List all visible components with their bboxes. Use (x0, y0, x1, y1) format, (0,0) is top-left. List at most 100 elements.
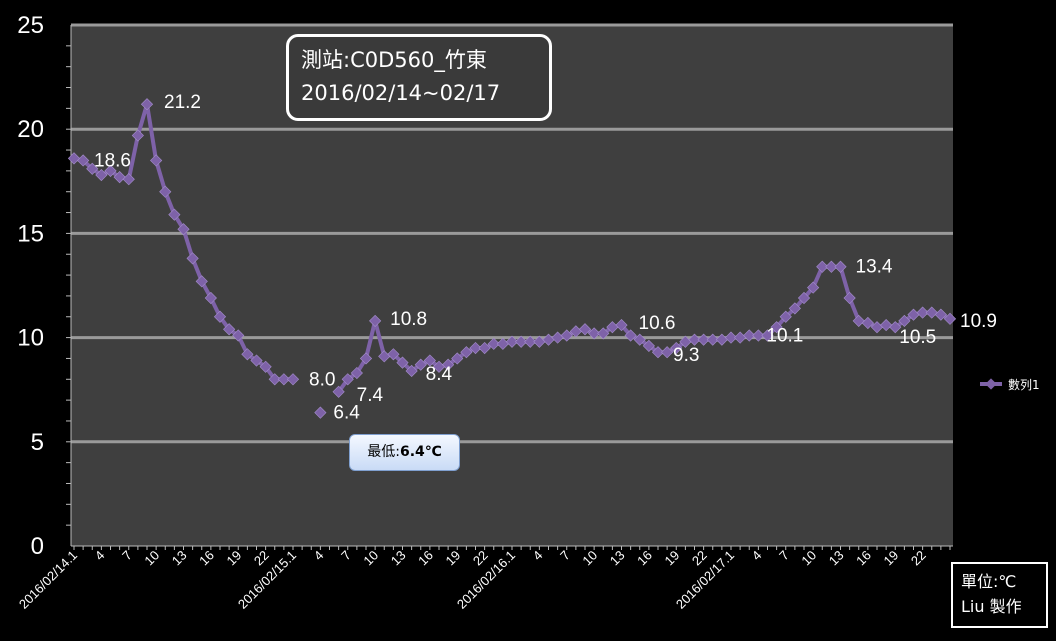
data-point (213, 310, 227, 323)
data-label: 10.5 (899, 327, 936, 348)
data-point (816, 260, 829, 273)
legend-marker-swatch (985, 378, 997, 390)
data-point (241, 348, 254, 361)
station-info-box: 測站:C0D560_竹東 2016/02/14~02/17 (286, 34, 552, 121)
x-tick-label: 22 (908, 548, 929, 569)
data-label: 18.6 (94, 150, 131, 171)
data-point (670, 341, 683, 355)
x-tick-label: 22 (470, 548, 491, 569)
data-point (496, 337, 509, 350)
y-tick-label: 25 (17, 12, 44, 39)
data-point (469, 341, 482, 355)
data-label: 7.4 (357, 385, 384, 406)
x-tick-label: 7 (338, 548, 354, 564)
data-point (907, 308, 920, 321)
x-tick-label: 10 (579, 548, 600, 569)
y-tick-label: 0 (31, 533, 44, 560)
data-point (624, 329, 637, 342)
legend-label: 數列1 (1008, 378, 1040, 392)
data-point (168, 208, 181, 221)
y-tick-label: 15 (17, 220, 44, 247)
data-point (423, 354, 436, 367)
data-point (195, 275, 208, 288)
data-label: 8.4 (426, 364, 453, 385)
data-point (925, 306, 938, 319)
x-tick-label: 4 (311, 548, 327, 564)
data-point (314, 406, 327, 419)
data-label: 8.0 (309, 369, 335, 390)
data-point (223, 323, 236, 336)
data-point (113, 171, 126, 184)
data-point (259, 360, 272, 373)
data-point (761, 329, 774, 342)
x-tick-label: 16 (196, 548, 217, 569)
data-point (797, 291, 811, 305)
data-point (396, 356, 409, 369)
data-point (442, 358, 455, 371)
data-point (752, 329, 765, 342)
data-point (387, 348, 400, 361)
series-temperature (67, 98, 957, 419)
data-point (651, 346, 665, 359)
date-range: 2016/02/14~02/17 (301, 81, 501, 105)
data-point (332, 385, 345, 398)
data-point (642, 339, 655, 353)
data-point (770, 321, 783, 334)
data-point (633, 333, 646, 346)
min-callout-prefix: 最低: (367, 444, 400, 460)
x-tick-label: 7 (119, 548, 135, 564)
data-point (378, 350, 391, 363)
y-tick-label: 5 (31, 429, 44, 456)
x-tick-label: 7 (557, 548, 573, 564)
data-point (414, 358, 427, 371)
data-point (743, 329, 756, 342)
data-point (268, 373, 281, 386)
data-point (688, 333, 701, 346)
data-point (67, 152, 81, 165)
legend: 數列1 (980, 378, 1040, 392)
x-tick-label: 4 (92, 548, 108, 564)
data-point (779, 310, 792, 323)
data-point (834, 260, 847, 273)
data-point (150, 154, 163, 167)
data-label: 21.2 (164, 92, 201, 113)
x-tick-label: 16 (634, 548, 655, 569)
data-point (880, 319, 893, 332)
data-point (487, 337, 500, 350)
data-labels: 18.6 21.2 8.0 6.47.4 10.8 8.4 10.6 9.3 10.1 13.4 1… (94, 92, 997, 423)
x-tick-label: 10 (141, 548, 162, 569)
data-point (286, 373, 300, 386)
data-label: 10.1 (766, 326, 803, 347)
data-point (934, 308, 947, 321)
data-point (889, 321, 902, 334)
data-point (697, 333, 710, 346)
data-point (177, 223, 190, 236)
data-label: 10.9 (960, 311, 997, 332)
data-point (852, 314, 865, 328)
data-point (122, 173, 135, 186)
data-point (898, 314, 911, 328)
data-point (77, 154, 90, 167)
x-tick-label: 22 (251, 548, 272, 569)
y-tick-label: 10 (17, 325, 44, 352)
x-tick-label: 19 (881, 548, 902, 569)
min-callout-value: 6.4℃ (399, 444, 442, 460)
x-tick-label: 22 (689, 548, 710, 569)
x-tick-label: 19 (443, 548, 464, 569)
x-tick-label: 10 (798, 548, 819, 569)
minimum-temperature-callout: 最低:6.4℃ (349, 434, 460, 471)
data-point (359, 352, 373, 365)
data-point (186, 252, 199, 265)
data-point (432, 360, 446, 373)
data-point (679, 335, 692, 348)
data-point (131, 129, 144, 142)
data-point (788, 302, 801, 315)
data-label: 10.6 (639, 313, 676, 334)
data-point (250, 354, 263, 367)
data-point (825, 260, 838, 273)
data-point (870, 321, 884, 334)
data-point (551, 331, 564, 344)
data-point (661, 346, 674, 359)
x-tick-label: 13 (388, 548, 409, 569)
